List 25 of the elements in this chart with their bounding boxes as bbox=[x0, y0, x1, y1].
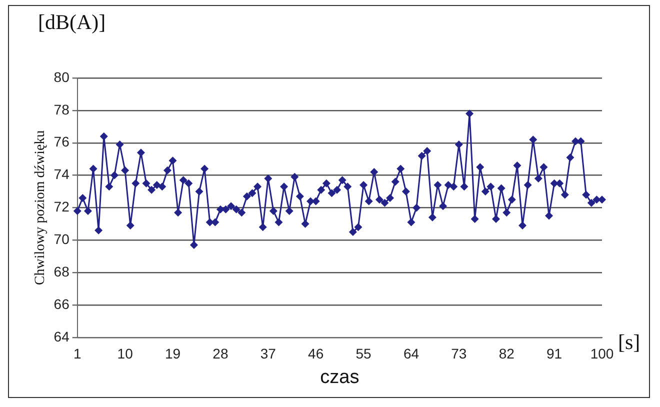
y-tick-label: 78 bbox=[54, 101, 70, 118]
x-tick-label: 64 bbox=[403, 346, 420, 362]
y-tick-label: 80 bbox=[54, 68, 70, 85]
x-tick-label: 46 bbox=[308, 346, 324, 362]
x-tick-label: 73 bbox=[451, 346, 467, 362]
y-tick-label: 70 bbox=[54, 230, 70, 247]
x-tick-label: 37 bbox=[260, 346, 276, 362]
y-tick-label: 72 bbox=[54, 198, 70, 215]
x-axis-title: czas bbox=[320, 366, 360, 388]
text: [dB(A)] bbox=[38, 10, 106, 35]
x-tick-label: 91 bbox=[546, 346, 562, 362]
y-tick-label: 64 bbox=[54, 328, 70, 344]
x-tick-label: 100 bbox=[590, 346, 614, 362]
y-axis-title: Chwilowy poziom dźwięku bbox=[33, 130, 48, 286]
y-tick-label: 66 bbox=[54, 296, 70, 312]
y-tick-label: 68 bbox=[54, 263, 70, 280]
x-tick-label: 10 bbox=[117, 346, 134, 362]
x-tick-label: 55 bbox=[356, 346, 372, 362]
x-tick-label: 28 bbox=[212, 346, 228, 362]
y-tick-label: 74 bbox=[54, 166, 70, 182]
y-tick-label: 76 bbox=[54, 134, 70, 150]
x-tick-label: 82 bbox=[498, 346, 515, 362]
text: [s] bbox=[618, 330, 640, 355]
x-tick-label: 1 bbox=[73, 346, 82, 362]
x-tick-label: 19 bbox=[164, 346, 181, 362]
